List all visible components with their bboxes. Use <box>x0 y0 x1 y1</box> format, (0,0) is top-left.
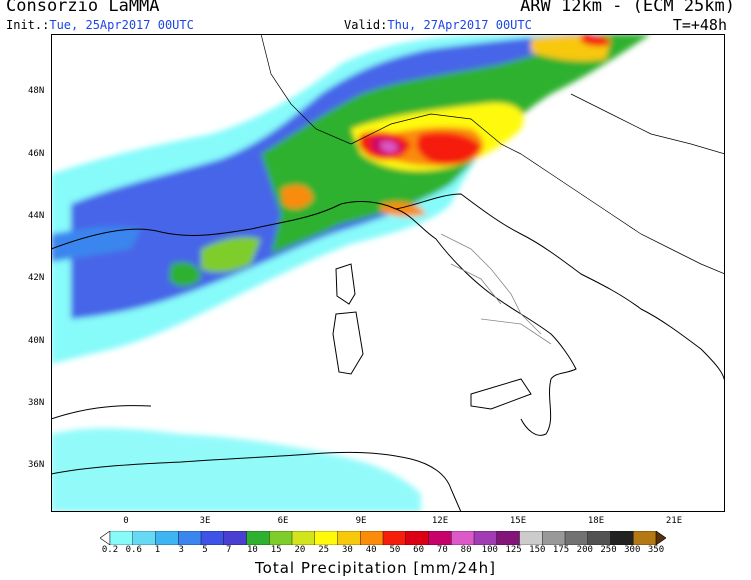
colorbar-tick-label: 30 <box>341 545 353 555</box>
init-label: Init.: <box>6 18 50 32</box>
colorbar-swatch <box>633 531 657 545</box>
colorbar-arrow-high <box>655 531 666 545</box>
colorbar-swatch <box>269 531 293 545</box>
lon-label: 6E <box>277 516 289 526</box>
init-time: Init.:Tue, 25Apr2017 00UTC <box>6 18 194 32</box>
colorbar-swatch <box>610 531 634 545</box>
colorbar-tick-label: 80 <box>460 545 472 555</box>
lat-label: 48N <box>28 86 45 96</box>
colorbar-swatch <box>314 531 339 545</box>
colorbar-swatch <box>473 531 498 545</box>
colorbar-tick-label: 250 <box>600 545 617 555</box>
colorbar-tick-label: 300 <box>624 545 641 555</box>
colorbar-swatch <box>451 531 475 545</box>
colorbar-swatch <box>337 531 361 545</box>
colorbar-tick-label: 0.2 <box>101 545 119 555</box>
lon-label: 3E <box>199 516 211 526</box>
colorbar-arrow-low <box>100 531 111 545</box>
init-value: Tue, 25Apr2017 00UTC <box>49 18 194 32</box>
colorbar-swatch <box>200 531 225 545</box>
lat-label: 36N <box>28 460 45 470</box>
colorbar-swatch <box>496 531 521 545</box>
model-info: ARW 12km - (ECM 25km) <box>520 0 735 16</box>
colorbar-tick-label: 100 <box>481 545 498 555</box>
precipitation-field <box>51 34 651 512</box>
lon-label: 21E <box>665 516 683 526</box>
colorbar-swatch <box>405 531 430 545</box>
colorbar-swatch <box>178 531 202 545</box>
colorbar-tick-label: 0.6 <box>125 545 142 555</box>
lat-label: 42N <box>28 273 45 283</box>
colorbar-swatch <box>223 531 248 545</box>
colorbar-swatch <box>132 531 157 545</box>
colorbar-swatch <box>246 531 270 545</box>
lon-label: 15E <box>509 516 527 526</box>
colorbar-tick-label: 70 <box>436 545 448 555</box>
colorbar-tick-label: 10 <box>247 545 258 555</box>
lead-time: T=+48h <box>672 16 727 34</box>
country-borders <box>260 34 725 275</box>
lat-label: 44N <box>28 211 45 221</box>
lat-label: 38N <box>28 398 45 408</box>
lon-label: 18E <box>587 516 605 526</box>
region-borders <box>440 233 552 345</box>
app-title: Consorzio LaMMA <box>6 0 160 16</box>
colorbar-tick-label: 1 <box>154 545 161 555</box>
colorbar-tick-label: 350 <box>647 545 665 555</box>
colorbar-swatch <box>109 531 134 545</box>
colorbar-swatch <box>360 531 384 545</box>
colorbar-tick-label: 20 <box>294 545 306 555</box>
colorbar-tick-label: 200 <box>576 545 593 555</box>
colorbar-swatch <box>564 531 589 545</box>
lon-label: 0 <box>123 516 129 526</box>
colorbar-tick-label: 40 <box>365 545 377 555</box>
lon-label: 9E <box>355 516 367 526</box>
colorbar-swatch <box>519 531 543 545</box>
colorbar-swatch <box>155 531 179 545</box>
colorbar-tick-label: 150 <box>529 545 546 555</box>
colorbar-tick-label: 125 <box>505 545 522 555</box>
precipitation-colorbar <box>100 531 666 545</box>
lat-label: 40N <box>28 336 45 346</box>
colorbar-tick-label: 3 <box>178 545 184 555</box>
colorbar-swatch <box>291 531 316 545</box>
precipitation-map <box>51 34 725 512</box>
colorbar-swatch <box>428 531 452 545</box>
colorbar-tick-label: 25 <box>318 545 330 555</box>
coastlines <box>51 193 725 512</box>
valid-time: Valid:Thu, 27Apr2017 00UTC <box>344 18 532 32</box>
lat-label: 46N <box>28 149 45 159</box>
colorbar-swatch <box>382 531 407 545</box>
lon-label: 12E <box>431 516 449 526</box>
colorbar-swatch <box>587 531 612 545</box>
legend-title: Total Precipitation [mm/24h] <box>255 559 496 577</box>
colorbar-tick-label: 50 <box>389 545 401 555</box>
colorbar-tick-label: 175 <box>552 545 570 555</box>
valid-label: Valid: <box>344 18 388 32</box>
colorbar-tick-label: 60 <box>413 545 425 555</box>
valid-value: Thu, 27Apr2017 00UTC <box>387 18 532 32</box>
colorbar-swatch <box>542 531 566 545</box>
colorbar-tick-label: 15 <box>270 545 282 555</box>
colorbar-tick-label: 7 <box>225 545 232 555</box>
colorbar-tick-label: 5 <box>202 545 208 555</box>
